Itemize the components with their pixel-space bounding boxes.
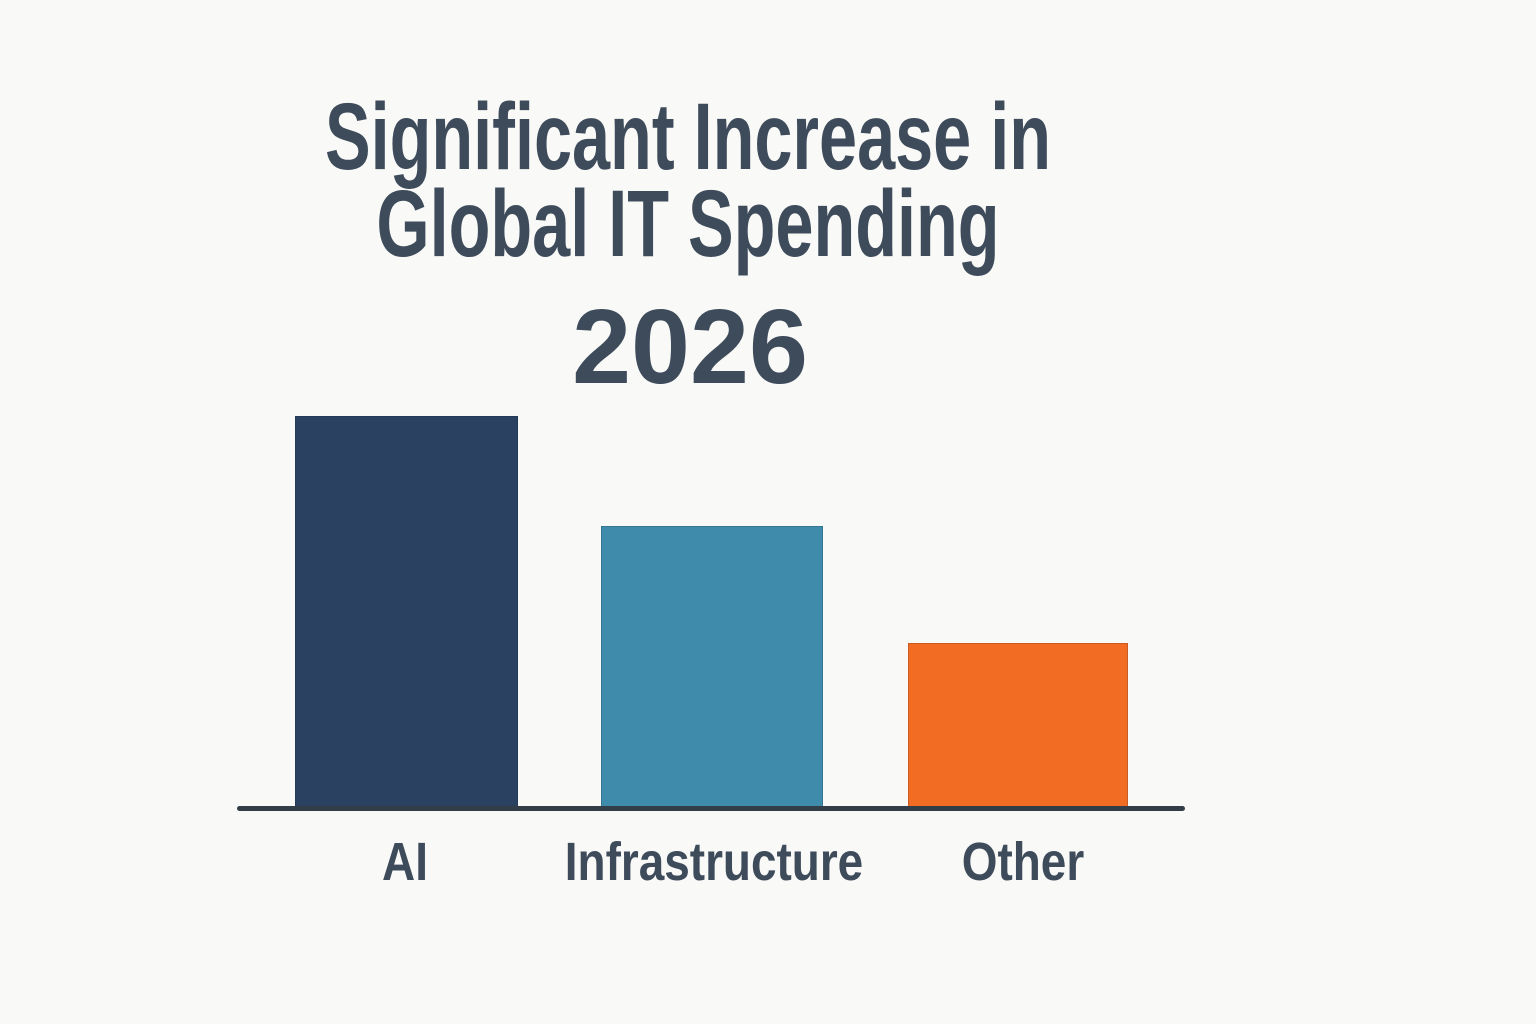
x-axis-line xyxy=(237,806,1185,811)
chart-year-subtitle: 2026 xyxy=(572,288,808,406)
x-label-other: Other xyxy=(961,832,1085,892)
bar-other xyxy=(908,643,1128,808)
chart-title-line1: Significant Increase in xyxy=(324,84,1052,190)
x-label-ai: AI xyxy=(382,832,428,892)
bar-infrastructure xyxy=(601,526,823,808)
chart-title-line2: Global IT Spending xyxy=(376,171,1000,277)
bar-ai xyxy=(295,416,518,808)
chart-title: Significant Increase in Global IT Spendi… xyxy=(324,84,1052,277)
x-label-infrastructure: Infrastructure xyxy=(564,832,864,892)
